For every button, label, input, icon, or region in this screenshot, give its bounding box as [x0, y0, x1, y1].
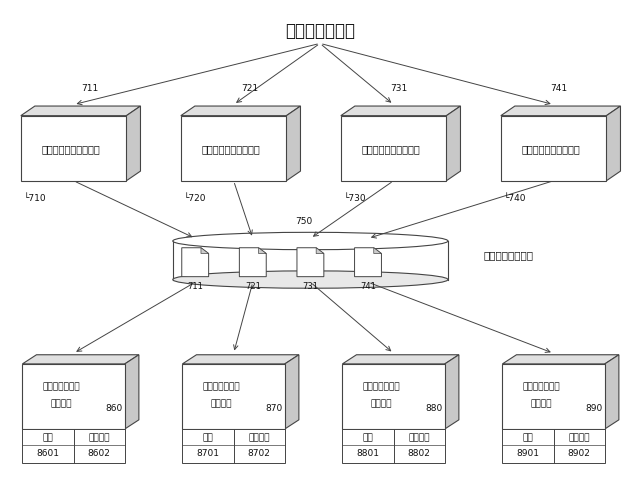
Text: アウトバウンド: アウトバウンド [42, 382, 80, 391]
Polygon shape [127, 106, 141, 181]
Text: インバウンドハンドラ: インバウンドハンドラ [41, 145, 100, 155]
Polygon shape [340, 106, 461, 116]
Polygon shape [502, 355, 619, 364]
Bar [500, 116, 607, 181]
Bar [502, 429, 605, 463]
Polygon shape [316, 248, 324, 254]
Text: アウトバウンド: アウトバウンド [202, 382, 240, 391]
Text: └710: └710 [24, 194, 47, 203]
Bar [342, 364, 445, 429]
Polygon shape [445, 355, 459, 429]
Polygon shape [239, 248, 266, 277]
Text: 8902: 8902 [568, 449, 591, 458]
Text: 860: 860 [106, 403, 123, 413]
Polygon shape [287, 106, 301, 181]
Polygon shape [500, 106, 621, 116]
Polygon shape [297, 248, 324, 277]
Text: 721: 721 [241, 83, 259, 93]
Text: 8701: 8701 [196, 449, 220, 458]
Bar [22, 364, 125, 429]
Polygon shape [447, 106, 461, 181]
Polygon shape [374, 248, 381, 254]
Text: 721: 721 [245, 282, 260, 292]
Polygon shape [125, 355, 139, 429]
Text: ハンドラ: ハンドラ [51, 400, 72, 409]
Text: 890: 890 [586, 403, 603, 413]
Polygon shape [342, 355, 459, 364]
Polygon shape [182, 248, 209, 277]
Text: 8601: 8601 [36, 449, 60, 458]
Text: 8801: 8801 [356, 449, 380, 458]
Bar [20, 116, 127, 181]
Polygon shape [20, 106, 141, 116]
Text: 880: 880 [426, 403, 443, 413]
Text: キューストレージ: キューストレージ [483, 251, 533, 260]
Text: 8602: 8602 [88, 449, 111, 458]
Polygon shape [607, 106, 621, 181]
Ellipse shape [173, 232, 448, 250]
Text: 配信: 配信 [203, 433, 213, 442]
Text: インバウンドハンドラ: インバウンドハンドラ [521, 145, 580, 155]
Text: 711: 711 [81, 83, 99, 93]
Text: ハンドラ: ハンドラ [531, 400, 552, 409]
Polygon shape [259, 248, 266, 254]
Text: 8901: 8901 [516, 449, 540, 458]
Polygon shape [355, 248, 381, 277]
Text: 750: 750 [296, 217, 312, 226]
Text: 配信: 配信 [43, 433, 53, 442]
Text: 肯定応答: 肯定応答 [248, 433, 270, 442]
Text: アウトバウンド: アウトバウンド [522, 382, 560, 391]
Text: └740: └740 [504, 194, 527, 203]
Bar [182, 429, 285, 463]
Bar [180, 116, 287, 181]
Text: 肯定応答: 肯定応答 [88, 433, 110, 442]
Polygon shape [285, 355, 299, 429]
Text: 8702: 8702 [248, 449, 271, 458]
Bar [342, 429, 445, 463]
Text: 741: 741 [550, 83, 568, 93]
Polygon shape [180, 106, 301, 116]
Ellipse shape [173, 271, 448, 288]
Text: 731: 731 [302, 282, 319, 292]
Text: 870: 870 [266, 403, 283, 413]
Text: 731: 731 [390, 83, 408, 93]
Polygon shape [22, 355, 139, 364]
Bar [173, 241, 448, 280]
Bar [340, 116, 447, 181]
Bar [22, 429, 125, 463]
Text: 着信メッセージ: 着信メッセージ [285, 22, 355, 40]
Text: 肯定応答: 肯定応答 [568, 433, 590, 442]
Bar [182, 364, 285, 429]
Text: 741: 741 [360, 282, 376, 292]
Text: └720: └720 [184, 194, 207, 203]
Text: 肯定応答: 肯定応答 [408, 433, 430, 442]
Text: ハンドラ: ハンドラ [371, 400, 392, 409]
Text: 711: 711 [188, 282, 203, 292]
Text: インバウンドハンドラ: インバウンドハンドラ [361, 145, 420, 155]
Polygon shape [201, 248, 209, 254]
Text: 配信: 配信 [523, 433, 533, 442]
Text: 8802: 8802 [408, 449, 431, 458]
Polygon shape [605, 355, 619, 429]
Bar [502, 364, 605, 429]
Text: ハンドラ: ハンドラ [211, 400, 232, 409]
Text: インバウンドハンドラ: インバウンドハンドラ [201, 145, 260, 155]
Text: アウトバウンド: アウトバウンド [362, 382, 400, 391]
Text: 配信: 配信 [363, 433, 373, 442]
Polygon shape [182, 355, 299, 364]
Text: └730: └730 [344, 194, 367, 203]
